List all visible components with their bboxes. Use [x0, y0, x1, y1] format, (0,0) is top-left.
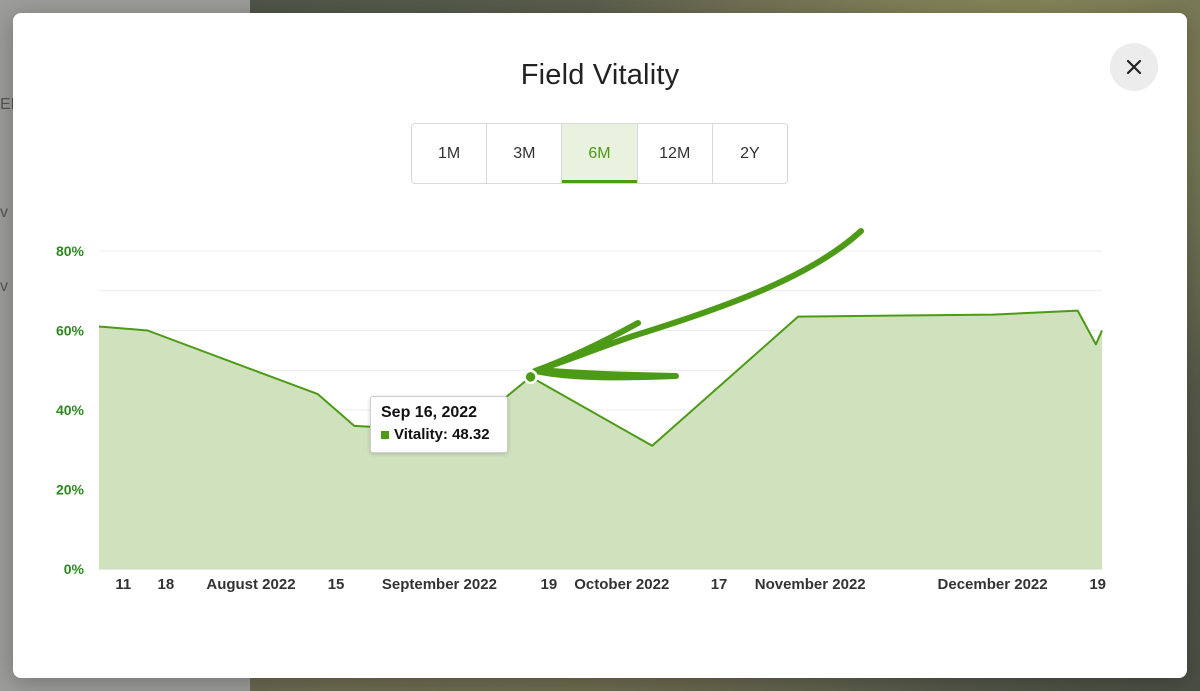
modal-title: Field Vitality — [520, 59, 680, 91]
background-text: v — [0, 204, 8, 221]
tooltip-date: Sep 16, 2022 — [381, 404, 478, 421]
y-tick-label: 40% — [56, 402, 85, 418]
x-tick-label: 11 — [115, 576, 131, 593]
x-tick-label: 19 — [540, 576, 557, 593]
x-tick-label: 17 — [711, 576, 728, 593]
close-icon — [1126, 59, 1142, 75]
range-tab-12m[interactable]: 12M — [638, 124, 713, 183]
vitality-line — [98, 309, 1103, 447]
x-tick-label: 18 — [158, 576, 175, 593]
range-tab-6m[interactable]: 6M — [562, 124, 638, 183]
y-tick-label: 60% — [56, 323, 85, 339]
y-tick-label: 0% — [64, 561, 85, 577]
y-tick-label: 20% — [56, 482, 85, 498]
vitality-chart: 0% 20% 40% 60% 80% 11 18 August 2022 15 Septembe… — [56, 228, 1106, 593]
x-tick-label: August 2022 — [206, 576, 295, 593]
y-tick-label: 80% — [56, 243, 85, 259]
vitality-modal: Field Vitality 1M 3M 6M 12M 2Y 0% 20% 40% 6… — [13, 13, 1187, 678]
tooltip-series-label: Vitality: — [394, 426, 448, 443]
x-tick-label: 15 — [328, 576, 345, 593]
tooltip-row: Vitality: 48.32 — [381, 426, 497, 443]
vitality-area — [99, 310, 1102, 569]
x-tick-label: 19 — [1089, 576, 1106, 593]
x-tick-label: November 2022 — [755, 576, 866, 593]
chart-tooltip: Sep 16, 2022 Vitality: 48.32 — [370, 396, 508, 453]
highlight-point[interactable] — [523, 369, 538, 385]
x-tick-label: December 2022 — [938, 576, 1048, 593]
tooltip-value: 48.32 — [452, 426, 490, 443]
range-tab-1m[interactable]: 1M — [412, 124, 488, 183]
series-swatch — [381, 430, 389, 439]
close-button[interactable] — [1110, 43, 1158, 91]
range-selector: 1M 3M 6M 12M 2Y — [411, 123, 788, 184]
range-tab-2y[interactable]: 2Y — [740, 144, 760, 162]
background-text: v — [0, 278, 8, 295]
range-tab-3m[interactable]: 3M — [487, 124, 563, 183]
x-tick-label: October 2022 — [574, 576, 669, 593]
x-tick-label: September 2022 — [382, 576, 497, 593]
annotation-arrow — [532, 228, 864, 381]
